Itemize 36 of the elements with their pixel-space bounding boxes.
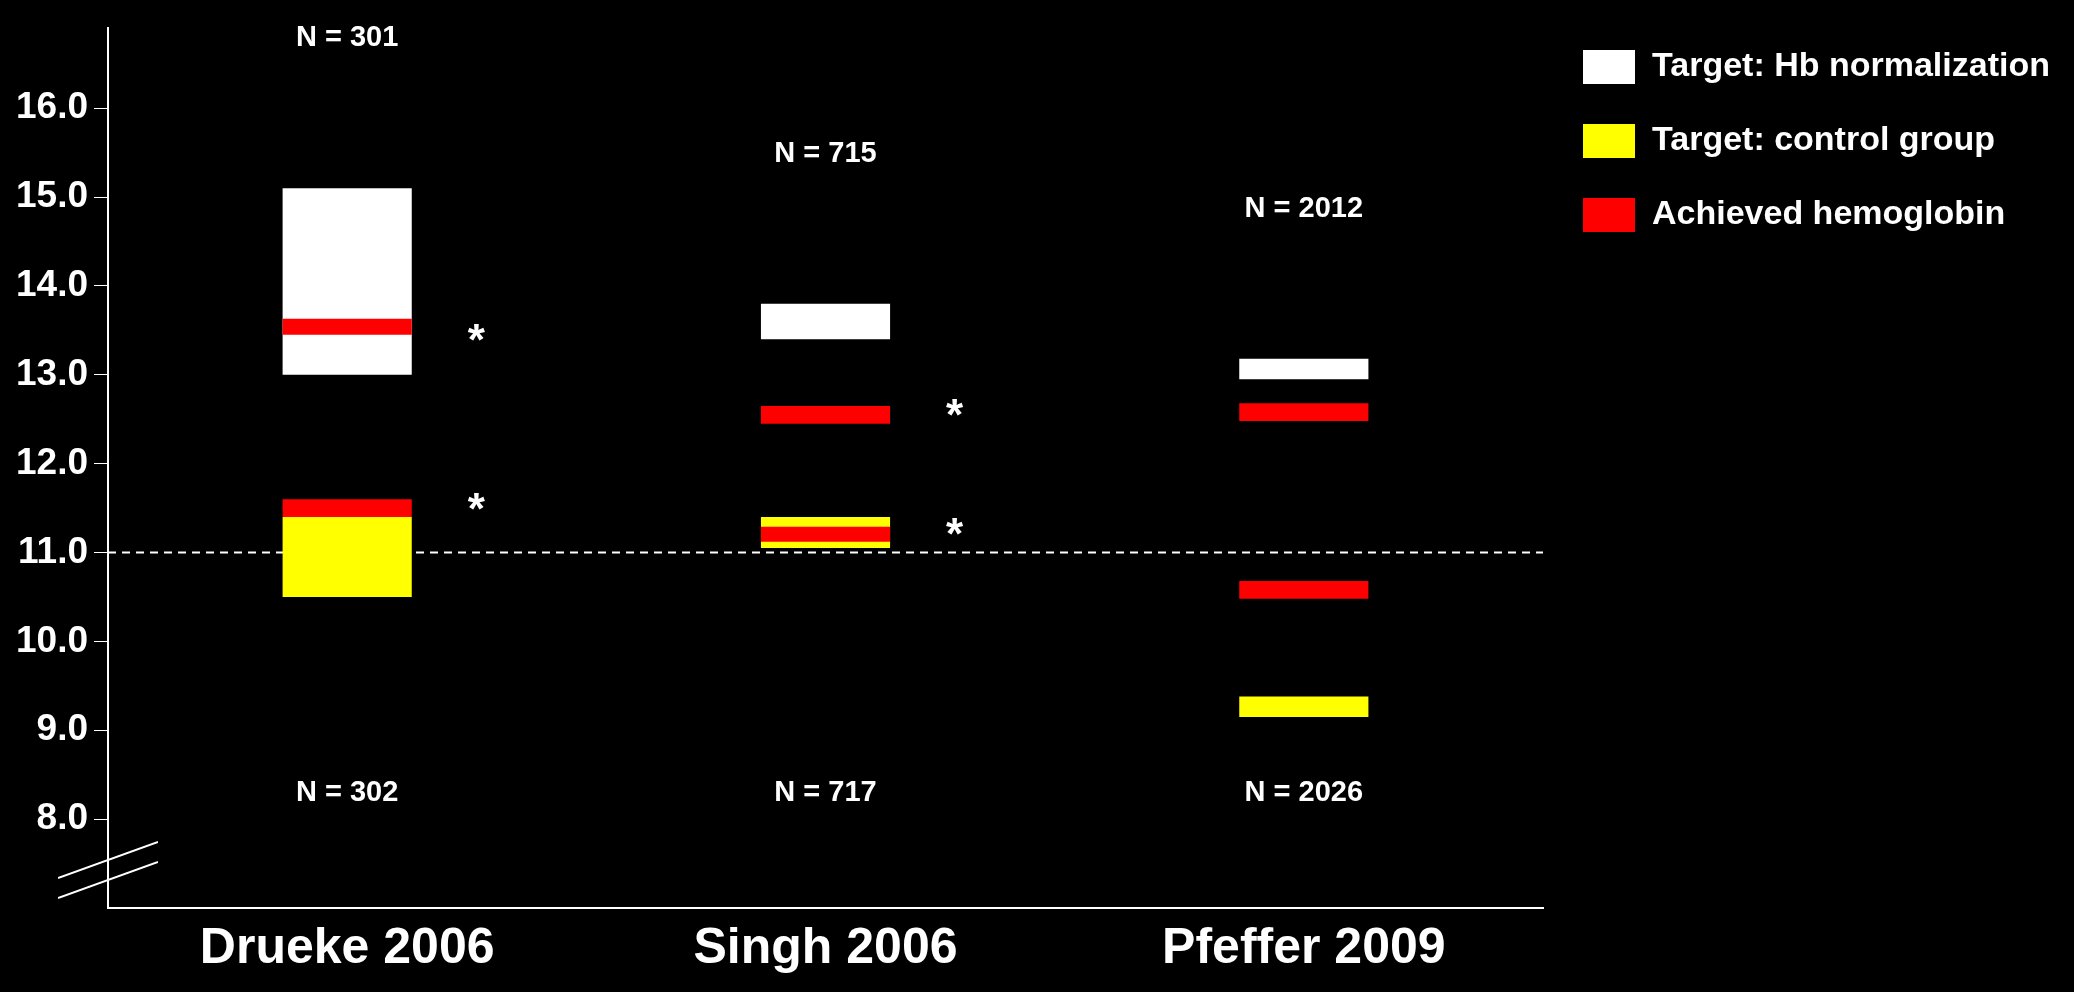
bar — [1239, 580, 1369, 599]
annotation: N = 715 — [774, 135, 877, 168]
annotation: * — [946, 508, 965, 558]
y-tick-label: 14.0 — [16, 263, 89, 305]
bar — [1239, 696, 1369, 717]
x-tick-label: Singh 2006 — [693, 917, 958, 974]
y-tick-label: 9.0 — [36, 707, 89, 749]
annotation: * — [467, 483, 486, 533]
bar — [1239, 358, 1369, 380]
x-tick-label: Drueke 2006 — [199, 917, 495, 974]
bar — [282, 318, 412, 335]
y-tick-label: 13.0 — [16, 351, 89, 393]
bar — [282, 499, 412, 517]
bar — [760, 526, 891, 542]
legend-label: Achieved hemoglobin — [1652, 193, 2006, 232]
bar — [1239, 403, 1369, 421]
bar — [760, 303, 891, 340]
y-tick-label: 11.0 — [18, 529, 89, 571]
annotation: * — [946, 390, 965, 440]
y-tick-label: 10.0 — [16, 618, 89, 660]
annotation: N = 2012 — [1244, 190, 1364, 223]
annotation: N = 717 — [774, 775, 877, 807]
y-tick-label: 8.0 — [36, 796, 89, 838]
annotation: N = 301 — [295, 20, 399, 53]
annotation: N = 2026 — [1244, 775, 1364, 807]
y-tick-label: 12.0 — [16, 440, 89, 482]
y-tick-label: 16.0 — [16, 85, 89, 127]
legend-label: Target: control group — [1652, 119, 1996, 158]
annotation: N = 302 — [295, 775, 399, 807]
y-tick-label: 15.0 — [16, 174, 89, 216]
bar — [282, 516, 412, 597]
x-tick-label: Pfeffer 2009 — [1162, 917, 1446, 974]
legend-label: Target: Hb normalization — [1652, 45, 2050, 84]
annotation: * — [467, 314, 486, 364]
bar — [760, 405, 891, 424]
bar — [282, 188, 412, 375]
